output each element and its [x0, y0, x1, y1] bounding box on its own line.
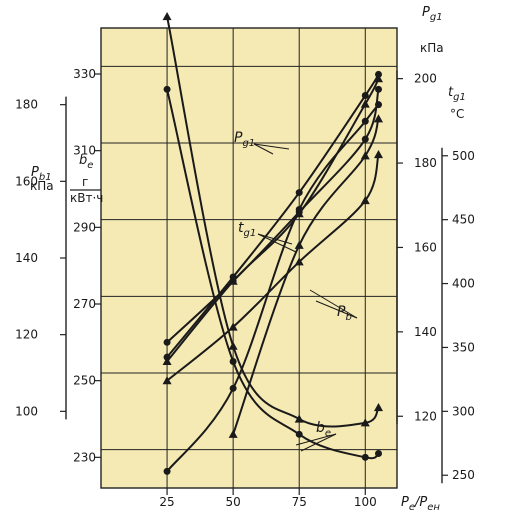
- series-P_g1-circle-line: [166, 73, 380, 358]
- series-t_g1-point: [361, 117, 369, 125]
- x-tick-label: 75: [292, 495, 307, 509]
- series-leader-P_b: [315, 300, 358, 319]
- series-leader-b_e: [295, 433, 337, 446]
- series-leader-P_b: [309, 289, 358, 319]
- axis-be-title: be: [79, 153, 93, 171]
- series-leader-t_g1: [257, 233, 293, 245]
- series-P_g1-point: [374, 74, 383, 83]
- series-t_g1-point: [374, 114, 383, 123]
- series-P_b-point: [360, 196, 370, 205]
- axis-be-tick-label: 230: [73, 450, 96, 464]
- series-P_b-point: [294, 257, 304, 266]
- axis-pg1-title: Pg1: [422, 5, 443, 23]
- axis-pg1-tick-label: 200: [414, 72, 437, 86]
- series-leader-b_e: [300, 433, 337, 452]
- axes: 25 50 75 100 Pe/Pен 100 120 140 160 180 230 250 270 2…: [15, 5, 475, 513]
- axis-pg1-tick-label: 120: [414, 409, 437, 423]
- series-P_g1-point: [162, 356, 172, 365]
- axis-be-unit-den: кВт·ч: [70, 191, 103, 205]
- series-P_b-point: [375, 85, 382, 93]
- series-label-t_g1: tg1: [238, 220, 256, 239]
- markers: [162, 12, 383, 475]
- axis-pb1-tick-label: 120: [15, 328, 38, 342]
- series-t_g1-point: [163, 467, 171, 475]
- axis-pb1-tick-label: 180: [15, 98, 38, 112]
- series-t_g1-point: [294, 240, 304, 249]
- series-P_b-point: [374, 150, 383, 159]
- series-b_e-point: [295, 430, 303, 438]
- axis-tg1-title: tg1: [448, 85, 466, 103]
- axis-pg1-tick-label: 140: [414, 325, 437, 339]
- series-P_b-point: [295, 208, 303, 216]
- axis-tg1-tick-label: 350: [452, 340, 475, 354]
- axis-be-tick-label: 270: [73, 297, 96, 311]
- axis-be-tick-label: 310: [73, 144, 96, 158]
- series-b_e-point: [294, 414, 304, 423]
- series-P_b-point: [162, 376, 172, 385]
- x-axis-title: Pe/Pен: [401, 495, 440, 513]
- series-leader-P_g1: [253, 143, 290, 150]
- series-t_g1-point: [228, 429, 238, 438]
- axis-pb1-tick-label: 140: [15, 251, 38, 265]
- series-P_b-point: [229, 277, 237, 285]
- axis-pg1-tick-label: 180: [414, 156, 437, 170]
- series-label-b_e: be: [316, 420, 331, 439]
- x-tick-label: 25: [159, 495, 174, 509]
- axis-pb1-unit: кПа: [30, 179, 54, 193]
- axis-tg1-tick-label: 450: [452, 213, 475, 227]
- axis-tg1-tick-label: 500: [452, 149, 475, 163]
- series-t_g1-point: [360, 151, 370, 160]
- series-b_e-point: [162, 12, 172, 21]
- axis-pg1-tick-label: 160: [414, 240, 437, 254]
- series-t_g1-point: [375, 101, 382, 109]
- axis-be-unit-num: г: [82, 175, 88, 189]
- series-b_e-point: [375, 450, 382, 457]
- series-P_b-point: [361, 135, 369, 143]
- axis-tg1-unit: °C: [450, 107, 464, 121]
- series-b_e-point: [228, 341, 238, 350]
- axis-be-tick-label: 290: [73, 220, 96, 234]
- series-label-P_g1: Pg1: [234, 130, 255, 149]
- series-P_b-point: [163, 338, 171, 346]
- axis-be-tick-label: 250: [73, 374, 96, 388]
- axis-tg1-tick-label: 300: [452, 404, 475, 418]
- axis-tg1-tick-label: 400: [452, 277, 475, 291]
- series-b_e-point: [229, 358, 237, 365]
- series-t_g1-triangle-line: [232, 118, 380, 435]
- x-tick-label: 100: [354, 495, 377, 509]
- series-b_e-point: [374, 403, 383, 412]
- series-leader-P_g1: [253, 143, 274, 155]
- series-t_g1-point: [229, 384, 237, 392]
- series-b_e-point: [361, 453, 369, 461]
- series-P_g1-point: [295, 189, 303, 197]
- series-b_e-point: [360, 418, 370, 427]
- series-P_g1-point: [360, 99, 370, 108]
- axis-pg1-unit: кПа: [420, 41, 444, 55]
- axis-tg1-tick-label: 250: [452, 468, 475, 482]
- series-leader-t_g1: [257, 233, 297, 253]
- series-P_g1-point: [361, 92, 369, 100]
- series-P_b-point: [228, 322, 238, 331]
- axis-pb1-title: Pb1: [31, 165, 52, 183]
- series-b_e-point: [163, 85, 171, 93]
- axis-pb1-tick-label: 160: [15, 174, 38, 188]
- x-tick-label: 50: [226, 495, 241, 509]
- axis-pb1-tick-label: 100: [15, 404, 38, 418]
- axis-be-tick-label: 330: [73, 67, 96, 81]
